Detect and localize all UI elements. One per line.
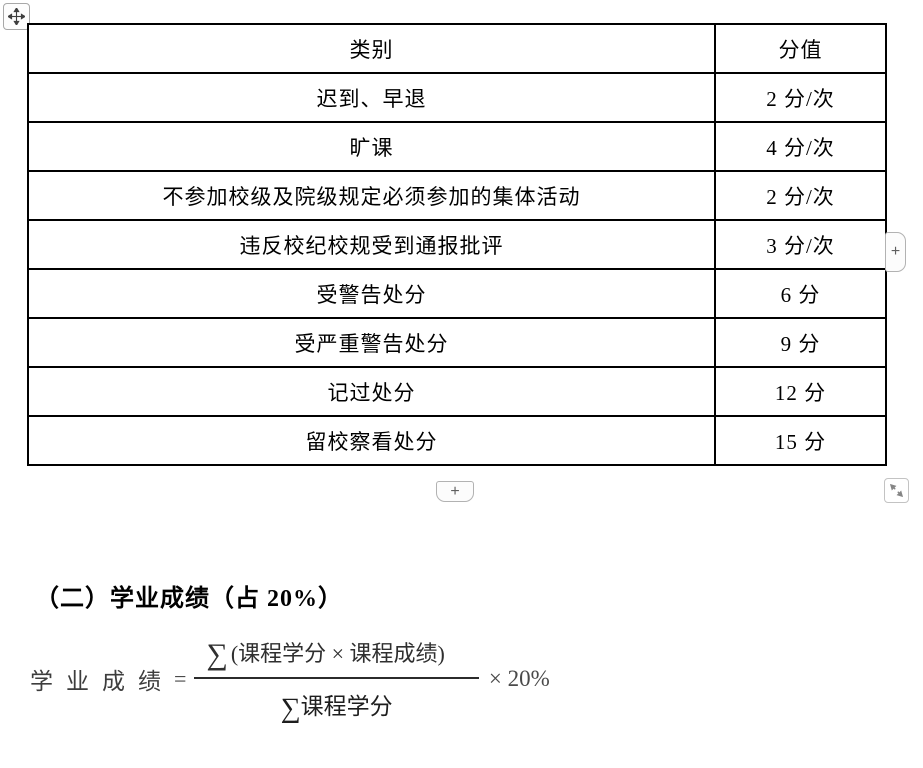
table-move-handle[interactable] [3,3,30,30]
fraction-denominator: ∑课程学分 [281,679,393,723]
numerator-text: (课程学分 × 课程成绩) [230,641,445,666]
plus-icon: + [890,243,901,260]
table-row: 记过处分 12 分 [27,366,887,417]
move-icon [8,8,25,25]
cell-category[interactable]: 受严重警告处分 [27,317,716,368]
table-header-row: 类别 分值 [27,23,887,74]
equals-sign: = [174,665,187,691]
cell-score[interactable]: 9 分 [714,317,887,368]
academic-score-formula: 学业成绩 = ∑ (课程学分 × 课程成绩) ∑课程学分 × 20% [30,634,550,723]
table-resize-handle[interactable] [884,478,909,503]
table-row: 受警告处分 6 分 [27,268,887,319]
fraction-numerator: ∑ (课程学分 × 课程成绩) [194,634,479,679]
table-row: 违反校纪校规受到通报批评 3 分/次 [27,219,887,270]
formula-lhs: 学业成绩 [30,668,174,694]
table-row: 留校察看处分 15 分 [27,415,887,466]
cell-score[interactable]: 6 分 [714,268,887,319]
table-row: 受严重警告处分 9 分 [27,317,887,368]
cell-score[interactable]: 15 分 [714,415,887,466]
cell-score[interactable]: 2 分/次 [714,170,887,221]
cell-category[interactable]: 旷课 [27,121,716,172]
fraction: ∑ (课程学分 × 课程成绩) ∑课程学分 [194,634,479,723]
section-heading: （二）学业成绩（占 20%） [35,586,343,612]
header-cell-category[interactable]: 类别 [27,23,716,74]
formula-multiplier: × 20% [488,665,550,691]
plus-icon: + [450,482,460,500]
denominator-text: 课程学分 [300,694,393,719]
header-cell-score[interactable]: 分值 [714,23,887,74]
cell-category[interactable]: 留校察看处分 [27,415,716,466]
cell-score[interactable]: 2 分/次 [714,72,887,123]
sum-symbol: ∑ [280,693,301,724]
add-row-button[interactable]: + [436,481,474,502]
add-column-button[interactable]: + [885,232,906,272]
cell-category[interactable]: 不参加校级及院级规定必须参加的集体活动 [27,170,716,221]
cell-score[interactable]: 3 分/次 [714,219,887,270]
resize-diagonal-icon [889,483,904,498]
scores-table: 类别 分值 迟到、早退 2 分/次 旷课 4 分/次 不参加校级及院级规定必须参… [27,23,887,466]
cell-category[interactable]: 记过处分 [27,366,716,417]
table-row: 旷课 4 分/次 [27,121,887,172]
table-row: 不参加校级及院级规定必须参加的集体活动 2 分/次 [27,170,887,221]
cell-category[interactable]: 受警告处分 [27,268,716,319]
cell-category[interactable]: 违反校纪校规受到通报批评 [27,219,716,270]
cell-score[interactable]: 12 分 [714,366,887,417]
sum-symbol: ∑ [206,638,228,671]
cell-category[interactable]: 迟到、早退 [27,72,716,123]
table-row: 迟到、早退 2 分/次 [27,72,887,123]
cell-score[interactable]: 4 分/次 [714,121,887,172]
